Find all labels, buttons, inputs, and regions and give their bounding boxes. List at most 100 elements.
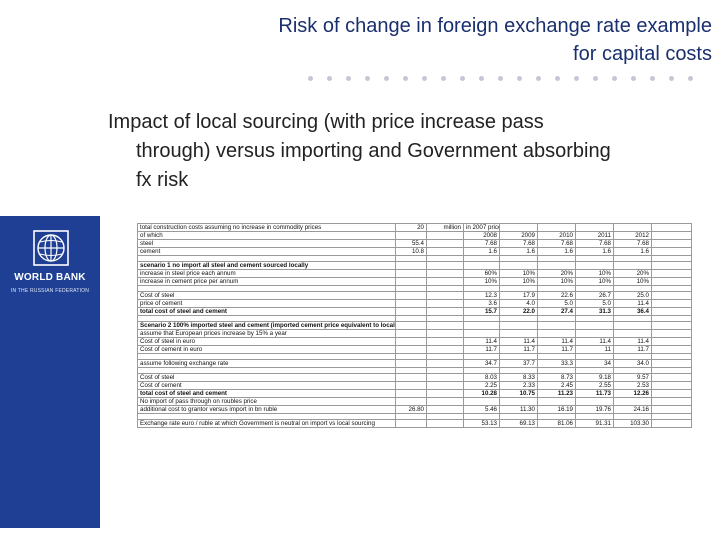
value-cell bbox=[395, 345, 427, 354]
value-cell: 20% bbox=[613, 269, 652, 278]
divider-dot bbox=[422, 76, 427, 81]
sidebar-band: WORLD BANK IN THE RUSSIAN FEDERATION bbox=[0, 216, 100, 528]
row-label-cell: assume that European prices increase by … bbox=[137, 329, 396, 338]
value-cell bbox=[395, 381, 427, 390]
value-cell bbox=[426, 321, 464, 330]
value-cell: 7.68 bbox=[575, 239, 614, 248]
value-cell: 24.16 bbox=[613, 405, 652, 414]
value-cell: million bbox=[426, 223, 464, 232]
value-cell: 1.6 bbox=[463, 247, 500, 256]
value-cell bbox=[651, 389, 692, 398]
value-cell bbox=[575, 329, 614, 338]
value-cell: 8.73 bbox=[537, 373, 576, 382]
value-cell bbox=[426, 231, 464, 240]
value-cell: 11.7 bbox=[613, 345, 652, 354]
value-cell bbox=[575, 397, 614, 406]
value-cell bbox=[395, 389, 427, 398]
value-cell: 17.9 bbox=[499, 291, 538, 300]
table-row: steel 55.4 7.68 7.68 7.68 7.68 7.68 bbox=[137, 239, 692, 248]
value-cell: 11.4 bbox=[537, 337, 576, 346]
value-cell bbox=[651, 397, 692, 406]
value-cell: 11.4 bbox=[499, 337, 538, 346]
value-cell bbox=[395, 307, 427, 316]
value-cell: 2.33 bbox=[499, 381, 538, 390]
value-cell: 5.0 bbox=[575, 299, 614, 308]
row-label-cell: Scenario 2 100% imported steel and cemen… bbox=[137, 321, 396, 330]
row-label-cell: steel bbox=[137, 239, 396, 248]
value-cell: 11.7 bbox=[463, 345, 500, 354]
divider-dot bbox=[384, 76, 389, 81]
value-cell bbox=[426, 261, 464, 270]
value-cell: 55.4 bbox=[395, 239, 427, 248]
value-cell: 26.80 bbox=[395, 405, 427, 414]
value-cell: 12.26 bbox=[613, 389, 652, 398]
value-cell: 11.30 bbox=[499, 405, 538, 414]
table-row: additional cost to grantor versus import… bbox=[137, 405, 692, 414]
value-cell bbox=[537, 329, 576, 338]
value-cell: 12.3 bbox=[463, 291, 500, 300]
divider-dot bbox=[365, 76, 370, 81]
value-cell: 22.0 bbox=[499, 307, 538, 316]
table-row: cement 10.8 1.6 1.6 1.6 1.6 1.6 bbox=[137, 247, 692, 256]
row-label-cell: price of cement bbox=[137, 299, 396, 308]
value-cell: 19.76 bbox=[575, 405, 614, 414]
value-cell: 2.45 bbox=[537, 381, 576, 390]
value-cell: 10% bbox=[463, 277, 500, 286]
value-cell: 22.6 bbox=[537, 291, 576, 300]
row-label-cell: Exchange rate euro / ruble at which Gove… bbox=[137, 419, 396, 428]
value-cell: 20% bbox=[537, 269, 576, 278]
table-row: Cost of cement in euro 11.7 11.7 11.7 11 11.7 bbox=[137, 345, 692, 354]
value-cell bbox=[499, 329, 538, 338]
value-cell bbox=[651, 419, 692, 428]
value-cell: 2.53 bbox=[613, 381, 652, 390]
value-cell: 53.13 bbox=[463, 419, 500, 428]
value-cell: 91.31 bbox=[575, 419, 614, 428]
value-cell bbox=[463, 397, 500, 406]
value-cell bbox=[499, 321, 538, 330]
divider-dot bbox=[498, 76, 503, 81]
value-cell bbox=[426, 329, 464, 338]
body-line-2: through) versus importing and Government… bbox=[136, 140, 611, 162]
value-cell: 11.7 bbox=[537, 345, 576, 354]
value-cell bbox=[499, 261, 538, 270]
value-cell bbox=[537, 223, 576, 232]
divider-dot bbox=[574, 76, 579, 81]
value-cell bbox=[651, 359, 692, 368]
value-cell: 2011 bbox=[575, 231, 614, 240]
value-cell bbox=[613, 223, 652, 232]
value-cell bbox=[575, 223, 614, 232]
value-cell bbox=[651, 269, 692, 278]
value-cell: 10% bbox=[575, 269, 614, 278]
table-row: assume following exchange rate 34.7 37.7 33… bbox=[137, 359, 692, 368]
value-cell bbox=[651, 247, 692, 256]
value-cell: 11.4 bbox=[575, 337, 614, 346]
value-cell bbox=[426, 291, 464, 300]
value-cell: 2008 bbox=[463, 231, 500, 240]
value-cell bbox=[651, 223, 692, 232]
row-label-cell: total construction costs assuming no inc… bbox=[137, 223, 396, 232]
value-cell: 10% bbox=[613, 277, 652, 286]
title-divider-dots bbox=[308, 76, 708, 88]
slide-title: Risk of change in foreign exchange rate … bbox=[112, 12, 712, 68]
table-row: total cost of steel and cement 15.7 22.0 27… bbox=[137, 307, 692, 316]
value-cell bbox=[651, 321, 692, 330]
table-row: Cost of steel 12.3 17.9 22.6 26.7 25.0 bbox=[137, 291, 692, 300]
value-cell: 2.55 bbox=[575, 381, 614, 390]
value-cell bbox=[395, 269, 427, 278]
value-cell: 34.0 bbox=[613, 359, 652, 368]
slide-body-text: Impact of local sourcing (with price inc… bbox=[108, 108, 714, 195]
value-cell bbox=[395, 261, 427, 270]
value-cell: 33.3 bbox=[537, 359, 576, 368]
value-cell bbox=[651, 299, 692, 308]
value-cell bbox=[426, 247, 464, 256]
value-cell: 1.6 bbox=[499, 247, 538, 256]
value-cell bbox=[537, 261, 576, 270]
value-cell bbox=[395, 373, 427, 382]
value-cell bbox=[395, 299, 427, 308]
value-cell bbox=[395, 277, 427, 286]
row-label-cell: total cost of steel and cement bbox=[137, 389, 396, 398]
value-cell bbox=[426, 337, 464, 346]
value-cell bbox=[426, 381, 464, 390]
slide-title-line-2: for capital costs bbox=[573, 43, 712, 65]
value-cell: 37.7 bbox=[499, 359, 538, 368]
